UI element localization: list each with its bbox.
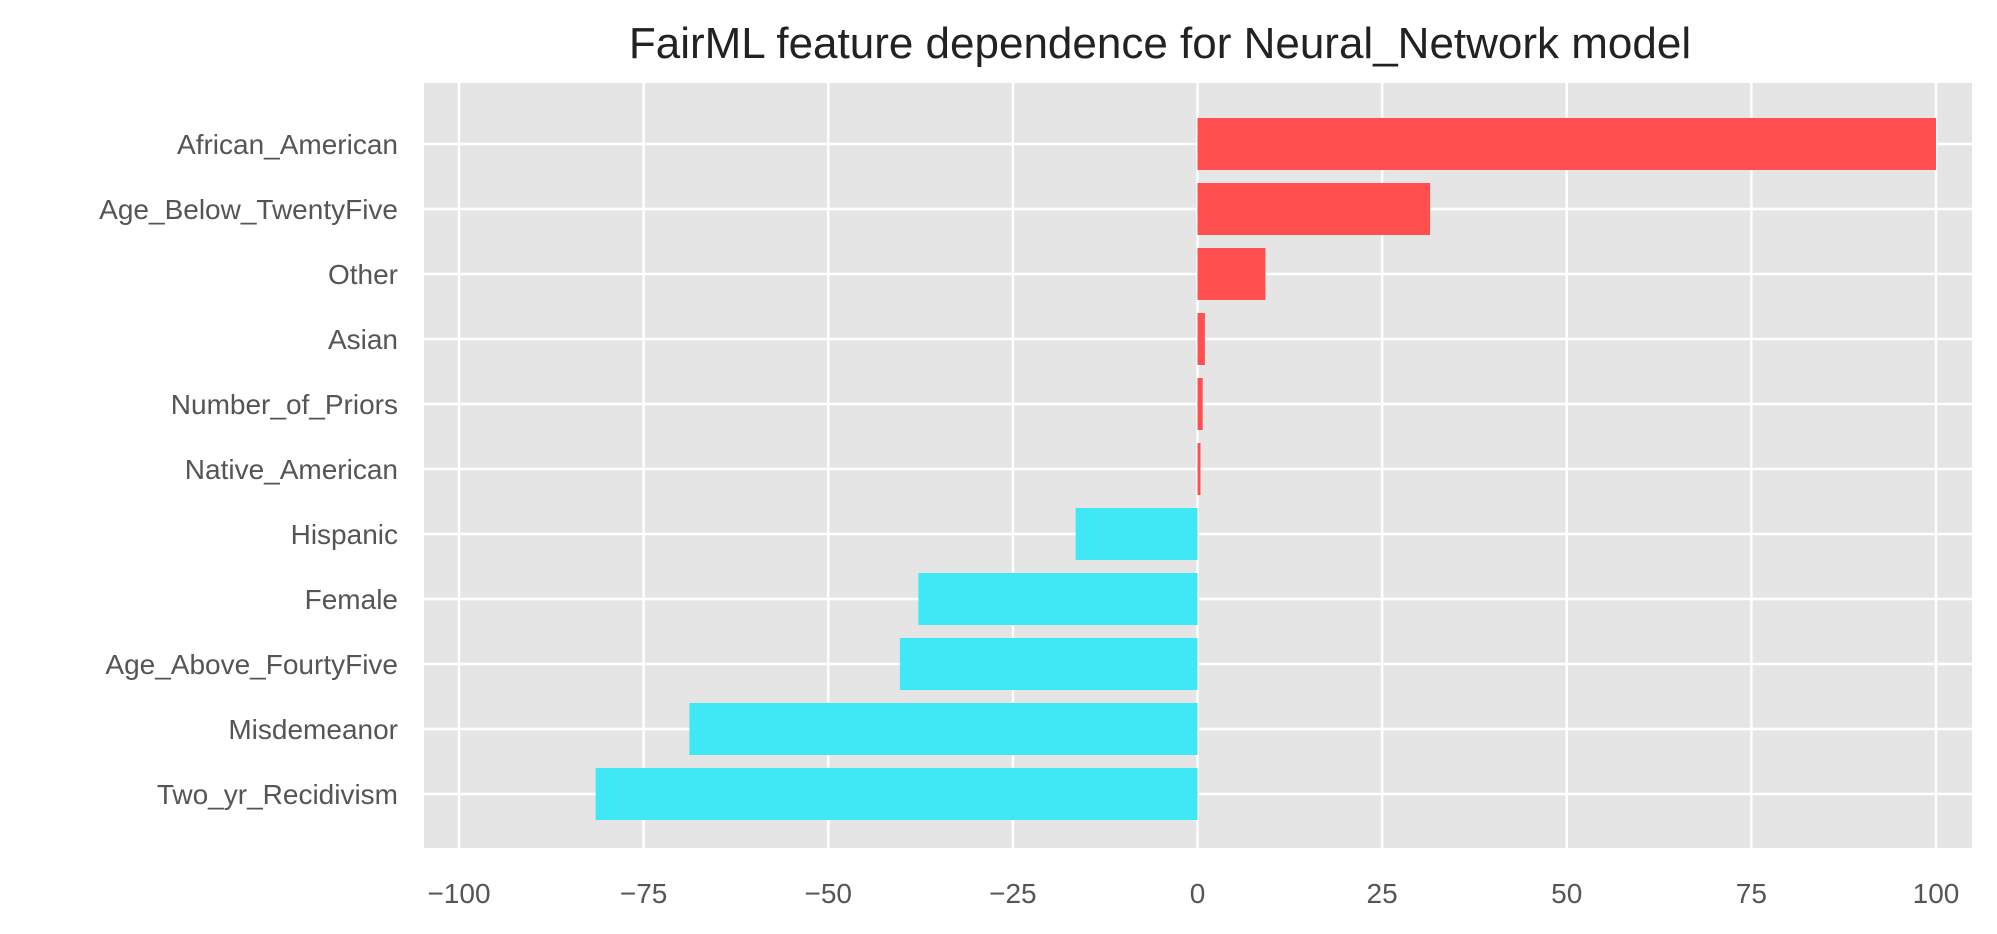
y-tick-labels: African_American Age_Below_TwentyFive Othe… (99, 129, 398, 810)
x-tick-label: 0 (1190, 878, 1206, 909)
bar-two-yr-recidivism (595, 768, 1198, 820)
y-tick-label: Age_Below_TwentyFive (99, 194, 398, 225)
bar-misdemeanor (689, 703, 1198, 755)
bar-asian (1197, 313, 1205, 365)
bar-other (1197, 248, 1266, 300)
y-tick-label: Asian (328, 324, 398, 355)
y-tick-label: Misdemeanor (228, 714, 398, 745)
x-tick-labels: −100 −75 −50 −25 0 25 50 75 100 (427, 878, 1959, 909)
bar-age-above-fourtyfive (899, 638, 1198, 690)
x-tick-label: 100 (1913, 878, 1960, 909)
x-tick-label: 50 (1551, 878, 1582, 909)
y-tick-label: Native_American (185, 454, 398, 485)
y-tick-label: Other (328, 259, 398, 290)
x-tick-label: −75 (620, 878, 668, 909)
y-tick-label: Two_yr_Recidivism (157, 779, 398, 810)
y-tick-label: Number_of_Priors (171, 389, 398, 420)
y-tick-label: Age_Above_FourtyFive (105, 649, 398, 680)
bar-african-american (1197, 118, 1936, 170)
bar-number-of-priors (1197, 378, 1203, 430)
bar-native-american (1197, 443, 1201, 495)
x-tick-label: −100 (427, 878, 490, 909)
bars (595, 118, 1936, 820)
x-tick-label: 25 (1367, 878, 1398, 909)
y-tick-label: African_American (177, 129, 398, 160)
x-tick-label: −50 (805, 878, 853, 909)
bar-age-below-twentyfive (1197, 183, 1431, 235)
y-tick-label: Hispanic (291, 519, 398, 550)
x-tick-label: 75 (1736, 878, 1767, 909)
x-tick-label: −25 (989, 878, 1037, 909)
chart-title: FairML feature dependence for Neural_Net… (629, 19, 1691, 68)
y-tick-label: Female (305, 584, 398, 615)
bar-hispanic (1075, 508, 1198, 560)
bar-female (918, 573, 1198, 625)
